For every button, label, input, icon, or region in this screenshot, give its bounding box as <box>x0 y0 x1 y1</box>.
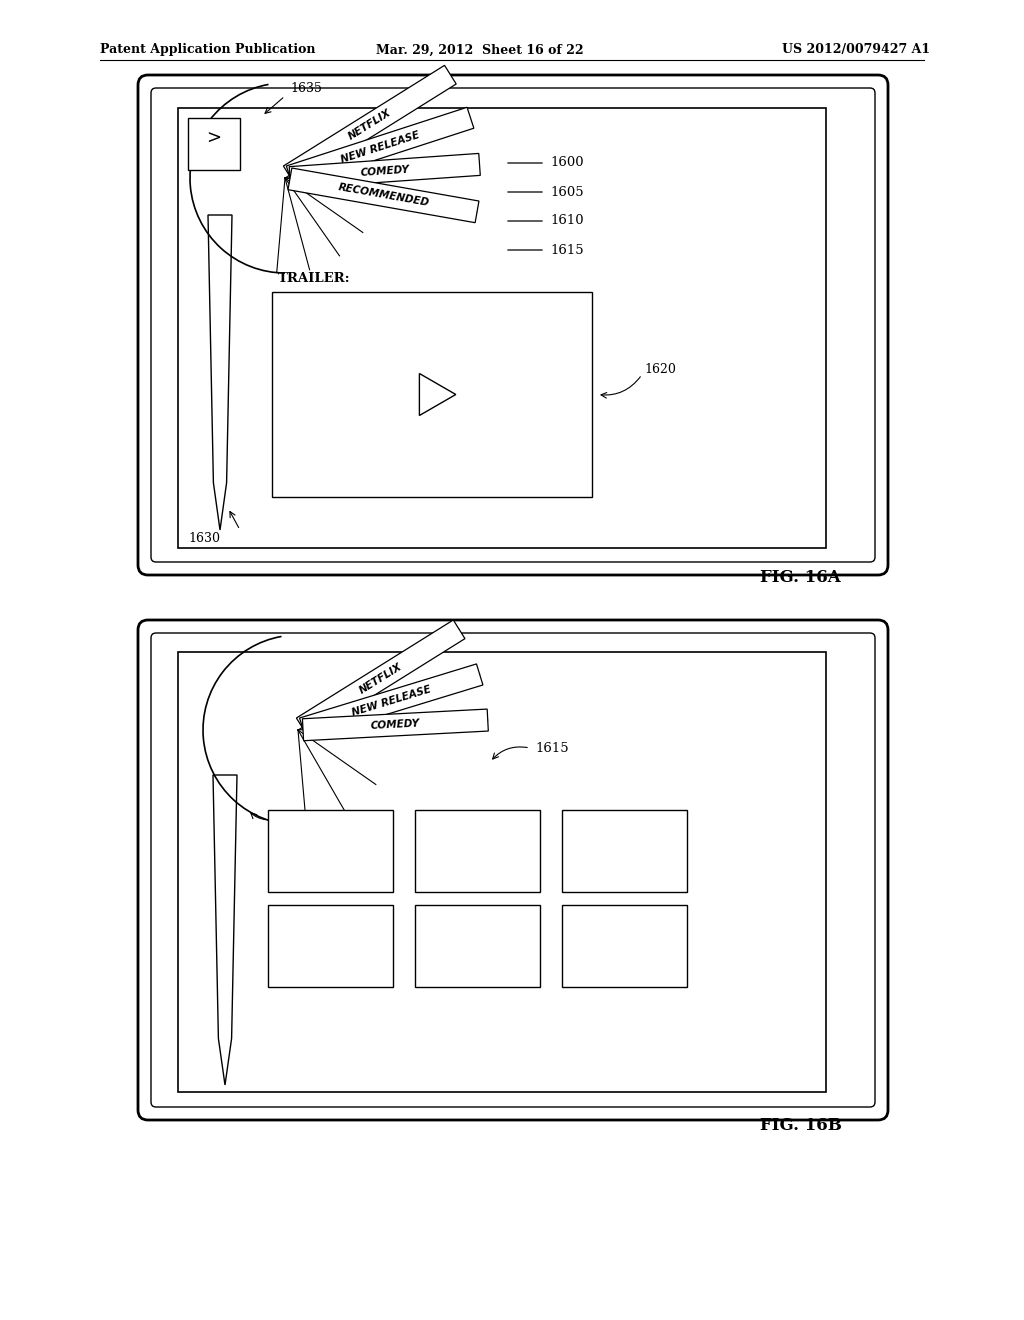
Polygon shape <box>296 620 465 737</box>
Text: FIG. 16B: FIG. 16B <box>760 1117 842 1134</box>
Polygon shape <box>213 775 237 1085</box>
Text: NEW RELEASE: NEW RELEASE <box>350 685 432 718</box>
Bar <box>268 906 393 987</box>
FancyBboxPatch shape <box>151 88 874 562</box>
Text: NETFLIX: NETFLIX <box>346 108 393 143</box>
Text: 1615: 1615 <box>550 243 584 256</box>
Text: TRAILER:: TRAILER: <box>278 272 350 285</box>
Bar <box>562 810 687 892</box>
FancyBboxPatch shape <box>138 620 888 1119</box>
Text: US 2012/0079427 A1: US 2012/0079427 A1 <box>782 44 930 57</box>
Text: 1620: 1620 <box>644 363 676 376</box>
Text: COMEDY: COMEDY <box>359 164 410 178</box>
Polygon shape <box>300 664 483 739</box>
Text: FIG. 16A: FIG. 16A <box>760 569 841 586</box>
Polygon shape <box>208 215 232 531</box>
Bar <box>415 810 540 892</box>
FancyBboxPatch shape <box>138 75 888 576</box>
Bar <box>415 906 540 987</box>
Bar <box>188 117 240 170</box>
Bar <box>562 906 687 987</box>
Text: RECOMMENDED: RECOMMENDED <box>337 182 430 209</box>
Polygon shape <box>289 153 480 189</box>
Polygon shape <box>420 374 456 416</box>
Text: 1615: 1615 <box>535 742 568 755</box>
Text: Mar. 29, 2012  Sheet 16 of 22: Mar. 29, 2012 Sheet 16 of 22 <box>376 44 584 57</box>
Bar <box>178 652 826 1092</box>
Bar <box>268 810 393 892</box>
Polygon shape <box>302 709 488 741</box>
Text: Patent Application Publication: Patent Application Publication <box>100 44 315 57</box>
Bar <box>178 108 826 548</box>
Polygon shape <box>284 65 457 185</box>
Text: 1605: 1605 <box>550 186 584 198</box>
Text: 1630: 1630 <box>188 532 220 544</box>
Text: 1635: 1635 <box>290 82 322 95</box>
Polygon shape <box>288 168 479 223</box>
Text: NEW RELEASE: NEW RELEASE <box>339 129 421 165</box>
Text: >: > <box>207 129 221 148</box>
Text: COMEDY: COMEDY <box>371 718 420 731</box>
Text: 1640: 1640 <box>270 816 302 829</box>
Bar <box>272 292 592 498</box>
Text: 1610: 1610 <box>550 214 584 227</box>
Text: NETFLIX: NETFLIX <box>357 661 403 696</box>
Polygon shape <box>287 107 474 187</box>
Text: 1600: 1600 <box>550 157 584 169</box>
FancyBboxPatch shape <box>151 634 874 1107</box>
